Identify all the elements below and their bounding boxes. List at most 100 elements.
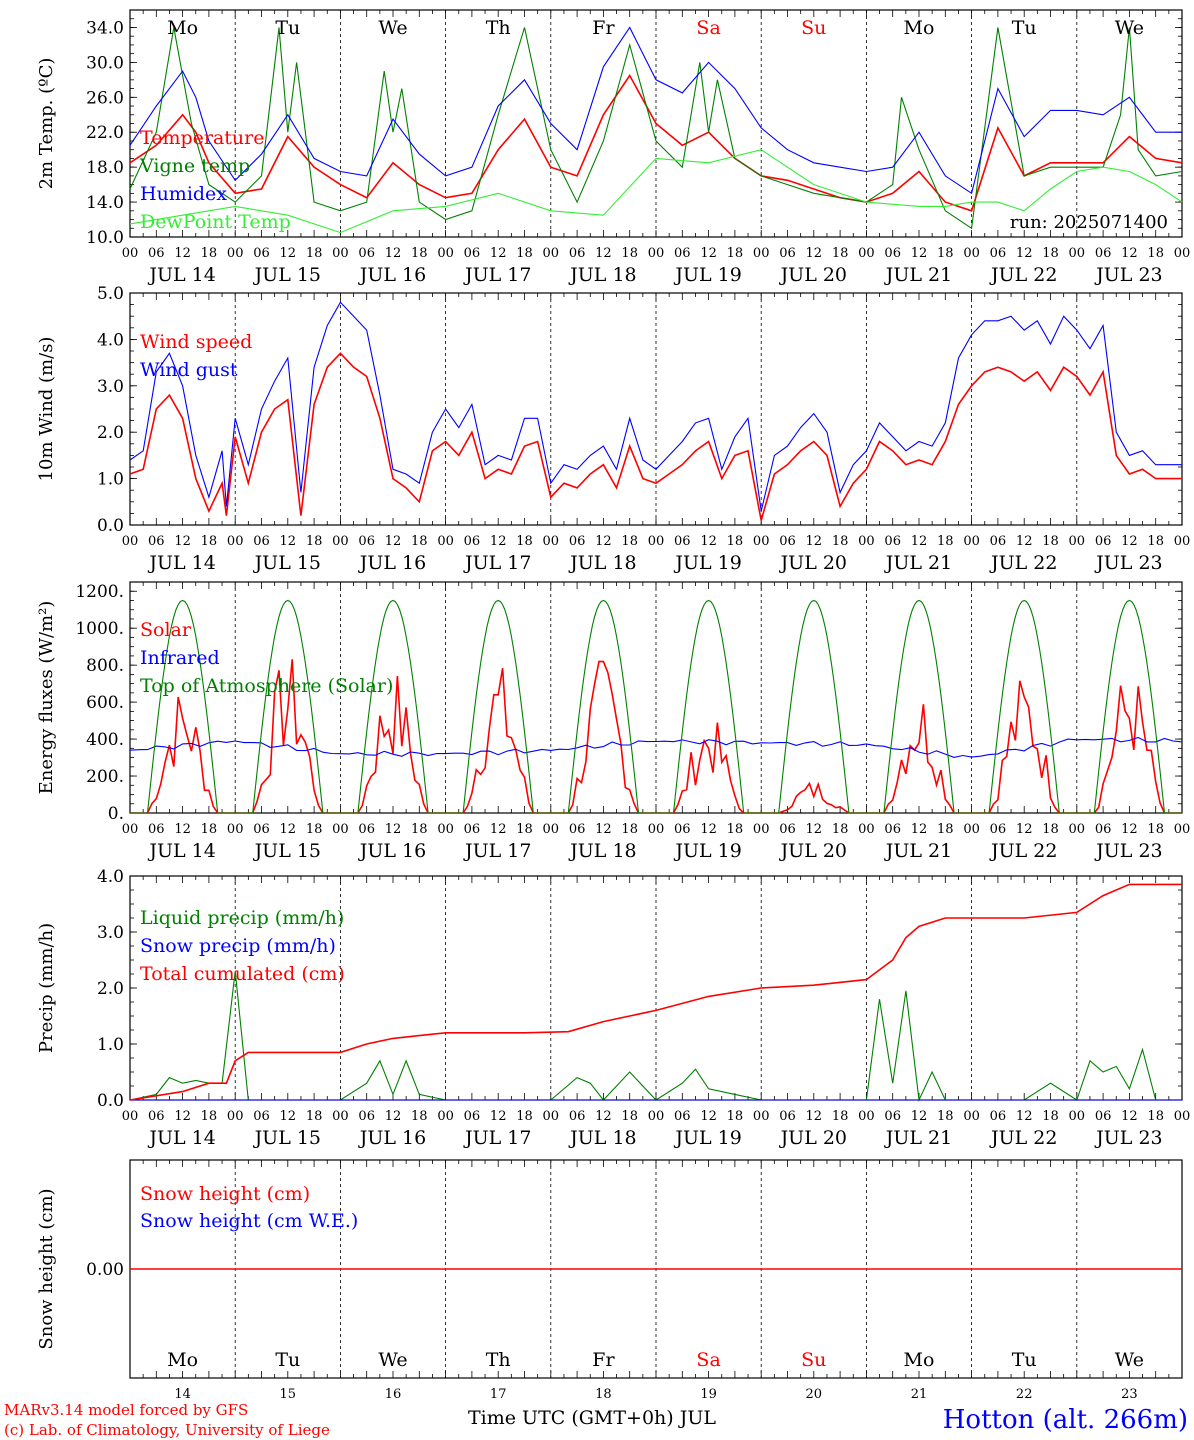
series-line-vigne-temp (129, 27, 1183, 230)
hour-label: 00 (122, 822, 139, 837)
footer-credit-line1: MARv3.14 model forced by GFS (4, 1401, 248, 1419)
hour-label: 12 (1121, 534, 1138, 549)
hour-label: 00 (1174, 822, 1191, 837)
date-label: JUL 23 (1094, 264, 1162, 286)
hour-label: 12 (490, 822, 507, 837)
legend-entry: Infrared (140, 647, 220, 669)
hour-label: 12 (385, 534, 402, 549)
y-tick-label: 3.0 (97, 923, 124, 943)
y-tick-label: 400. (86, 730, 124, 750)
y-axis-label: 10m Wind (m/s) (36, 337, 57, 482)
hour-label: 12 (700, 246, 717, 261)
day-number-label: 23 (1121, 1387, 1138, 1402)
hour-label: 00 (227, 534, 244, 549)
hour-label: 12 (280, 246, 297, 261)
hour-label: 12 (280, 822, 297, 837)
date-label: JUL 19 (673, 264, 741, 286)
hour-label: 06 (779, 246, 796, 261)
hour-label: 18 (832, 1109, 849, 1124)
hour-label: 18 (201, 822, 218, 837)
hour-label: 12 (490, 534, 507, 549)
hour-label: 06 (464, 534, 481, 549)
date-label: JUL 16 (358, 1127, 426, 1149)
hour-label: 18 (1147, 246, 1164, 261)
series-line-temperature (129, 73, 1183, 212)
hour-label: 06 (990, 246, 1007, 261)
hour-label: 12 (280, 534, 297, 549)
hour-label: 00 (1069, 246, 1086, 261)
series-line-top-of-atmosphere-solar- (130, 599, 1182, 814)
y-axis-label: Energy fluxes (W/m²) (36, 601, 57, 795)
y-tick-label: 1.0 (97, 1035, 124, 1055)
hour-label: 00 (963, 534, 980, 549)
hour-label: 00 (437, 534, 454, 549)
hour-label: 06 (464, 246, 481, 261)
legend-entry: Solar (140, 619, 192, 641)
legend-entry: Snow height (cm W.E.) (140, 1210, 358, 1232)
hour-label: 06 (464, 822, 481, 837)
panel-4: 0.0 1.0 2.0 3.0 4.0 Precip (mm/h) Liquid preci… (36, 867, 1190, 1149)
series-line-total-cumulated-cm- (129, 883, 1182, 1101)
date-label: JUL 18 (568, 264, 636, 286)
hour-label: 00 (1069, 822, 1086, 837)
hour-label: 12 (385, 246, 402, 261)
hour-label: 18 (306, 534, 323, 549)
hour-label: 00 (963, 1109, 980, 1124)
hour-label: 06 (1095, 534, 1112, 549)
hour-label: 06 (884, 822, 901, 837)
hour-label: 18 (306, 822, 323, 837)
panel-1: 10.0 14.0 18.0 22.0 26.0 30.0 34.0 2m Temp. (ºC… (36, 9, 1190, 286)
weekday-label: We (1115, 17, 1144, 39)
y-tick-label: 3.0 (97, 377, 124, 397)
hour-label: 12 (1016, 1109, 1033, 1124)
weekday-label: Mo (904, 1349, 935, 1371)
date-label: JUL 14 (147, 264, 215, 286)
hour-label: 12 (1121, 246, 1138, 261)
y-axis-label: Precip (mm/h) (36, 923, 57, 1053)
hour-label: 18 (411, 534, 428, 549)
date-label: JUL 14 (147, 1127, 215, 1149)
y-tick-label: 34.0 (86, 18, 124, 38)
hour-label: 06 (569, 1109, 586, 1124)
hour-label: 12 (595, 246, 612, 261)
legend-entry: Wind gust (140, 359, 238, 381)
date-label: JUL 19 (673, 1127, 741, 1149)
date-label: JUL 16 (358, 264, 426, 286)
hour-label: 00 (437, 822, 454, 837)
hour-label: 06 (884, 246, 901, 261)
panel-3: 0. 200. 400. 600. 800. 1000. 1200. Energy fluxe… (36, 581, 1191, 862)
hour-label: 18 (1147, 822, 1164, 837)
hour-label: 00 (753, 822, 770, 837)
series-line-wind-gust (129, 301, 1182, 512)
footer-credit-line2: (c) Lab. of Climatology, University of L… (4, 1421, 330, 1439)
day-number-label: 18 (595, 1387, 612, 1402)
y-tick-label: 10.0 (86, 228, 124, 248)
hour-label: 12 (1016, 534, 1033, 549)
y-tick-label: 0.0 (97, 516, 124, 536)
hour-label: 18 (306, 1109, 323, 1124)
hour-label: 06 (779, 1109, 796, 1124)
hour-label: 00 (963, 822, 980, 837)
date-label: JUL 22 (989, 552, 1057, 574)
hour-label: 12 (490, 1109, 507, 1124)
hour-label: 06 (148, 534, 165, 549)
series-line-liquid-precip-mm-h- (129, 971, 1182, 1102)
weekday-label: Fr (592, 1349, 615, 1371)
hour-label: 06 (674, 534, 691, 549)
hour-label: 18 (937, 1109, 954, 1124)
legend-entry: Top of Atmosphere (Solar) (140, 675, 393, 697)
hour-label: 06 (779, 534, 796, 549)
legend-entry: DewPoint Temp (140, 211, 291, 233)
y-tick-label: 200. (86, 767, 124, 787)
date-label: JUL 16 (358, 552, 426, 574)
hour-label: 18 (937, 246, 954, 261)
hour-label: 12 (700, 822, 717, 837)
hour-label: 06 (674, 246, 691, 261)
hour-label: 00 (122, 534, 139, 549)
y-tick-label: 0.0 (97, 1091, 124, 1111)
date-label: JUL 20 (779, 840, 847, 862)
hour-label: 00 (543, 822, 560, 837)
y-tick-label: 800. (86, 656, 124, 676)
hour-label: 18 (832, 246, 849, 261)
